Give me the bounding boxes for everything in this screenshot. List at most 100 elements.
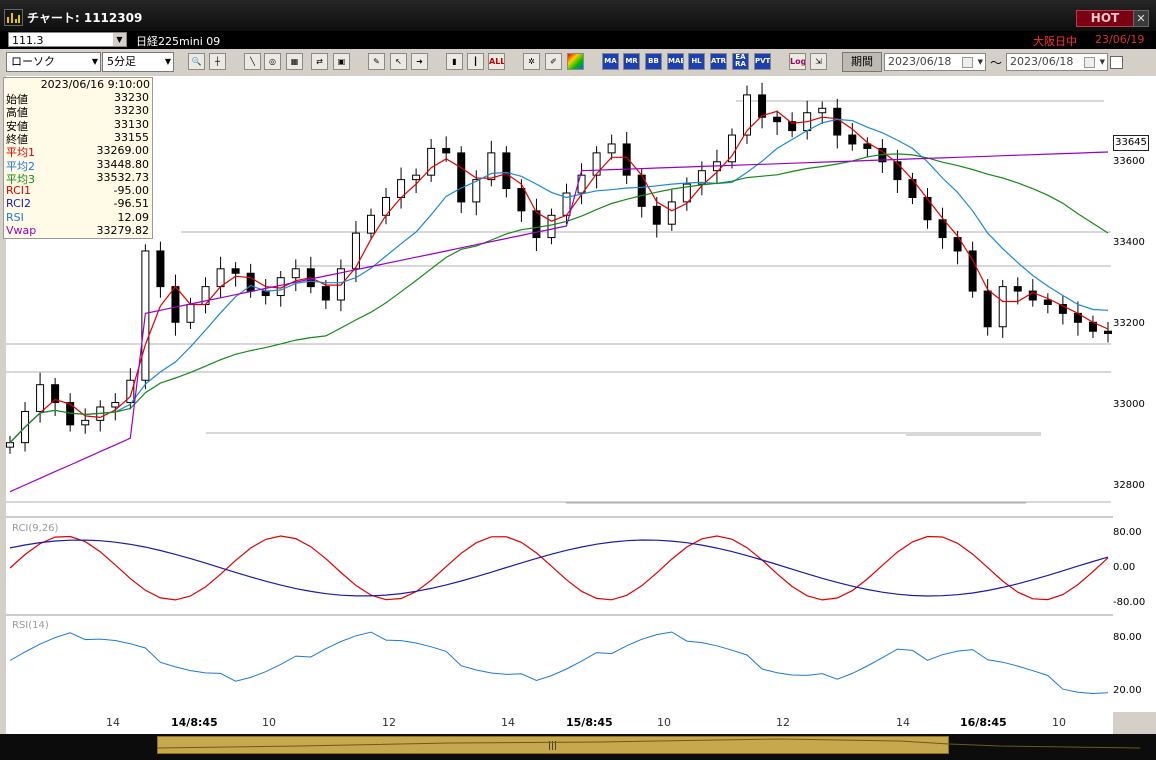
- export-icon[interactable]: ⇲: [810, 53, 827, 70]
- grip-icon: |||: [548, 741, 558, 751]
- info-row: 終値 33155: [5, 130, 151, 146]
- date-from-input[interactable]: 2023/06/18 ▼: [884, 53, 986, 71]
- interval-value: 5分足: [107, 55, 136, 68]
- info-row: RSI 12.09: [5, 211, 151, 224]
- info-key: RSI: [6, 210, 24, 224]
- rci-axis-label: 80.00: [1113, 527, 1142, 538]
- draw-trend-icon[interactable]: ╲: [244, 53, 261, 70]
- all-button[interactable]: ALL: [488, 53, 505, 70]
- pen-icon[interactable]: ✎: [368, 53, 385, 70]
- info-key: 終値: [6, 132, 28, 146]
- period-button[interactable]: 期間: [842, 52, 882, 72]
- chevron-down-icon[interactable]: ▼: [1099, 58, 1105, 66]
- info-value: 33269.00: [96, 144, 150, 158]
- info-row: RCI1 -95.00: [5, 184, 151, 197]
- bars-icon[interactable]: ┃: [467, 53, 484, 70]
- scroll-thumb[interactable]: |||: [157, 736, 949, 754]
- info-value: 33532.73: [96, 170, 150, 184]
- current-price-tag: 33645: [1113, 135, 1149, 151]
- brush-icon[interactable]: ✐: [545, 53, 562, 70]
- overview-line: [156, 738, 1141, 749]
- rsi-line: [9, 631, 1109, 695]
- time-label: 10: [262, 716, 276, 729]
- calendar-icon[interactable]: [1084, 57, 1095, 68]
- info-key: 高値: [6, 106, 28, 120]
- cursor-icon[interactable]: ↖: [390, 53, 407, 70]
- candle: [231, 268, 240, 274]
- candle: [517, 188, 526, 212]
- hot-button[interactable]: HOT: [1076, 10, 1134, 27]
- info-key: 安値: [6, 119, 28, 133]
- candle: [953, 237, 962, 252]
- time-label: 15/8:45: [566, 716, 613, 729]
- time-label: 14: [106, 716, 120, 729]
- mae-button[interactable]: MAE: [667, 53, 684, 70]
- chevron-down-icon[interactable]: ▼: [977, 58, 983, 66]
- date-to-input[interactable]: 2023/06/18 ▼: [1006, 53, 1108, 71]
- hl-button[interactable]: HL: [688, 53, 705, 70]
- zoom-icon[interactable]: 🔍: [188, 53, 205, 70]
- info-row: 始値 33230: [5, 91, 151, 106]
- candle: [833, 107, 842, 136]
- rci-panel-label: RCI(9,26): [12, 523, 59, 534]
- color-icon[interactable]: [567, 53, 584, 70]
- candle: [697, 170, 706, 185]
- price-axis: [1113, 76, 1156, 712]
- info-row: 高値 33230: [5, 104, 151, 120]
- calendar-icon[interactable]: [962, 57, 973, 68]
- price-label: 33600: [1113, 156, 1145, 167]
- symbol-bar: 111.3 ▼ 日経225mini 09 大阪日中 23/06/19: [0, 31, 1156, 49]
- chevron-down-icon: ▼: [164, 57, 171, 66]
- title-bar: チャート: 1112309 HOT ✕: [0, 0, 1156, 31]
- info-key: RCI2: [6, 197, 32, 211]
- candle: [6, 442, 14, 448]
- rsi-axis-label: 80.00: [1113, 632, 1142, 643]
- indicator-icon[interactable]: ⇄: [311, 53, 328, 70]
- close-button[interactable]: ✕: [1133, 10, 1149, 27]
- candle: [472, 179, 481, 203]
- time-label: 12: [776, 716, 790, 729]
- rci1-line: [9, 535, 1109, 601]
- settings-icon[interactable]: ✲: [523, 53, 540, 70]
- chevron-down-icon: ▼: [91, 57, 98, 66]
- chart-type-select[interactable]: ローソク ▼: [6, 52, 101, 72]
- lock-icon[interactable]: ▣: [333, 53, 350, 70]
- candle: [1104, 330, 1112, 334]
- bb-button[interactable]: BB: [645, 53, 662, 70]
- log-button[interactable]: Log: [789, 53, 806, 70]
- chart-scrollbar[interactable]: |||: [0, 734, 1156, 760]
- candle: [186, 303, 195, 323]
- candle-icon[interactable]: ▮: [446, 53, 463, 70]
- chart-area[interactable]: [6, 76, 1113, 712]
- ohlc-info-panel: 2023/06/16 9:10:00 始値 33230 高値 33230 安値 33130…: [3, 77, 153, 239]
- arrow-icon[interactable]: ➜: [411, 53, 428, 70]
- candle: [351, 232, 360, 270]
- info-value: 33155: [114, 130, 149, 144]
- code-input[interactable]: 111.3 ▼: [8, 32, 127, 47]
- time-axis: [6, 712, 1113, 734]
- interval-select[interactable]: 5分足 ▼: [102, 52, 174, 72]
- atr-button[interactable]: ATR: [710, 53, 727, 70]
- candle: [427, 147, 436, 176]
- crosshair-icon[interactable]: ┼: [209, 53, 226, 70]
- candle: [998, 286, 1007, 328]
- info-datetime: 2023/06/16 9:10:00: [40, 78, 150, 91]
- info-value: 33279.82: [96, 224, 150, 237]
- info-row: Vwap 33279.82: [5, 224, 151, 237]
- ma-button[interactable]: MA: [602, 53, 619, 70]
- pvt-button[interactable]: PVT: [754, 53, 771, 70]
- info-key: 平均1: [6, 146, 35, 160]
- period-checkbox[interactable]: [1110, 56, 1123, 69]
- candle: [261, 290, 270, 297]
- ea-ra-button[interactable]: EA RA: [732, 53, 749, 70]
- compare-icon[interactable]: ▦: [286, 53, 303, 70]
- ma3-line: [9, 153, 1109, 444]
- mr-button[interactable]: MR: [623, 53, 640, 70]
- chevron-down-icon[interactable]: ▼: [113, 33, 126, 46]
- search-chart-icon[interactable]: ◎: [264, 53, 281, 70]
- candle: [366, 214, 375, 234]
- chart-canvas: [6, 82, 1113, 695]
- info-row: 平均3 33532.73: [5, 170, 151, 186]
- exchange-label: 大阪日中: [1033, 35, 1077, 48]
- info-key: 平均3: [6, 172, 35, 186]
